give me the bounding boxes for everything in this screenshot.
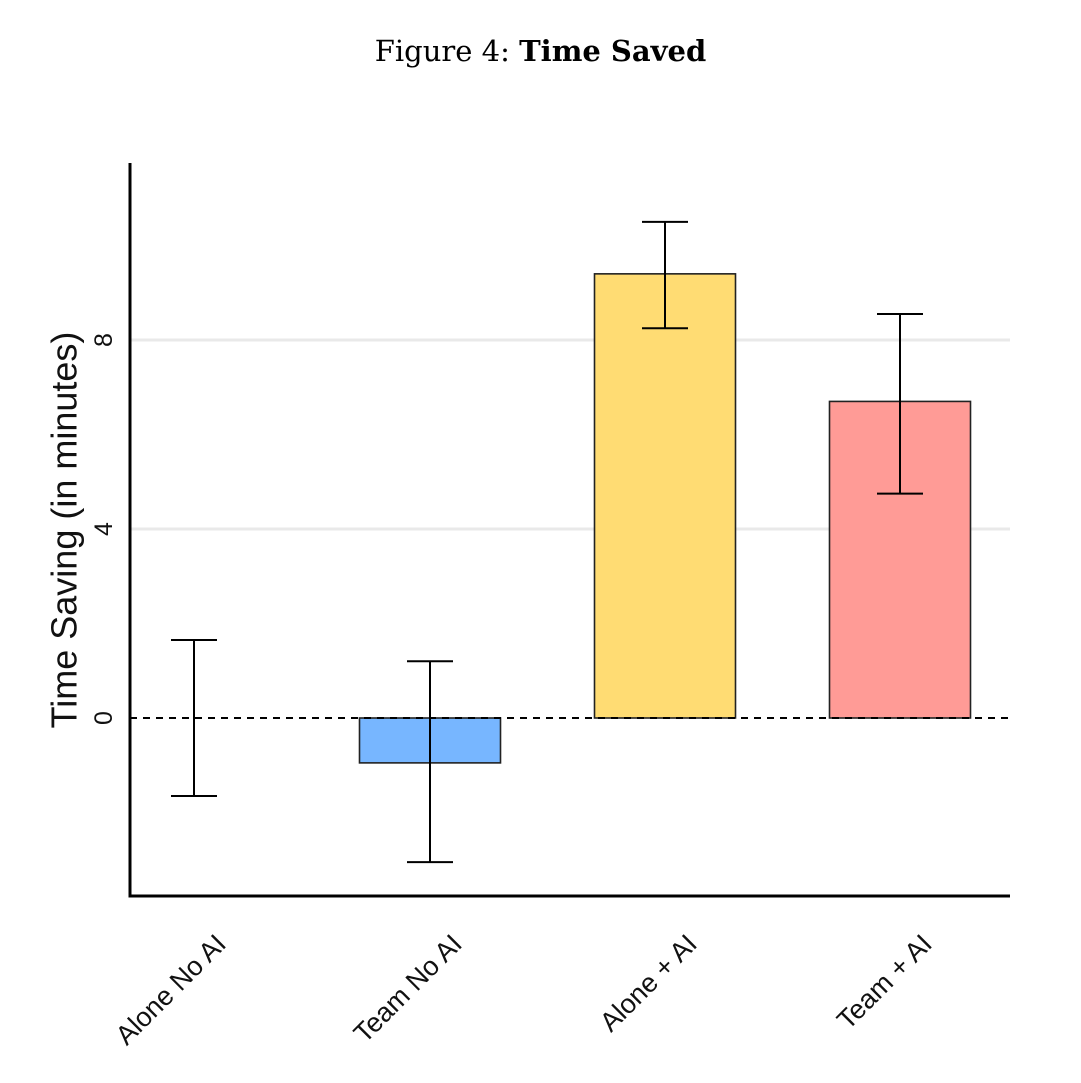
- x-tick-label-0: Alone No AI: [110, 929, 232, 1051]
- figure-caption: Figure 4: Time Saved: [0, 34, 1081, 68]
- y-tick-label-0: 0: [90, 711, 118, 725]
- axis-layer: [128, 163, 1010, 898]
- caption-title: Time Saved: [519, 34, 707, 68]
- x-tick-label-1: Team No AI: [348, 929, 468, 1049]
- x-tick-label-2: Alone + AI: [594, 929, 703, 1038]
- bar-layer: [358, 273, 972, 764]
- x-tick-label-3: Team + AI: [831, 929, 938, 1036]
- label-layer: 0 4 8 Time Saving (in minutes) Alone No AI Te…: [44, 332, 938, 1051]
- y-axis-title: Time Saving (in minutes): [44, 332, 85, 729]
- y-tick-label-8: 8: [90, 333, 118, 347]
- error-bar-layer: [171, 220, 923, 864]
- bar-2: [593, 273, 737, 719]
- caption-prefix: Figure 4:: [374, 34, 510, 68]
- y-tick-label-4: 4: [90, 522, 118, 536]
